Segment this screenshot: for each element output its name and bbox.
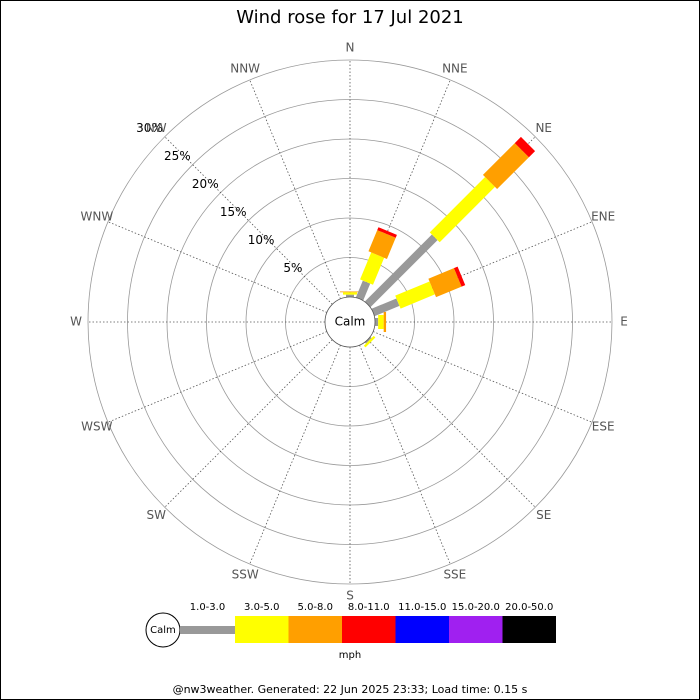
direction-label: E (620, 315, 628, 329)
spoke (249, 79, 341, 300)
direction-label: WSW (81, 419, 112, 433)
footer: @nw3weather. Generated: 22 Jun 2025 23:3… (173, 683, 528, 696)
spoke (164, 136, 333, 305)
legend-label: 3.0-5.0 (244, 602, 279, 613)
legend-swatch (288, 616, 342, 643)
petal-segment (375, 318, 379, 326)
spoke (107, 221, 328, 313)
legend-swatch (342, 616, 396, 643)
spoke (107, 331, 328, 423)
legend-swatch (502, 616, 556, 643)
r-tick-label: 15% (220, 205, 247, 219)
spoke (249, 344, 341, 565)
petal-segment (371, 298, 400, 317)
petal-segment (340, 291, 360, 293)
legend-swatch (395, 616, 449, 643)
direction-label: ESE (592, 419, 615, 433)
legend-label: 1.0-3.0 (190, 602, 225, 613)
direction-label: SSW (232, 568, 259, 582)
petal-segment (383, 312, 387, 332)
direction-label: NNW (230, 61, 260, 75)
petal-segment (343, 292, 357, 295)
direction-label: SSE (443, 568, 466, 582)
grid-ring (87, 59, 613, 585)
petal-segment (377, 227, 397, 238)
legend-label: 11.0-15.0 (398, 602, 446, 613)
direction-label: NE (535, 121, 552, 135)
petal-segment (429, 177, 495, 243)
legend-swatch (235, 616, 289, 643)
chart-title: Wind rose for 17 Jul 2021 (236, 7, 464, 28)
spoke (372, 331, 593, 423)
petal-segment (378, 315, 384, 329)
legend-swatch (180, 626, 235, 634)
direction-label: WNW (80, 210, 113, 224)
petal-segment (368, 230, 396, 259)
petal-segment (363, 335, 376, 348)
petal-segment (355, 280, 371, 301)
direction-label: W (70, 315, 82, 329)
spoke (164, 339, 333, 508)
direction-label: N (346, 41, 355, 55)
petal-segment (364, 336, 372, 344)
r-tick-label: 20% (192, 177, 219, 191)
r-tick-label: 5% (283, 261, 302, 275)
direction-label: S (346, 589, 354, 603)
spoke (359, 344, 451, 565)
grid-ring (245, 217, 455, 427)
calm-label: Calm (335, 315, 366, 329)
direction-label: NW (146, 121, 167, 135)
spoke (367, 339, 536, 508)
petal-segment (346, 294, 354, 297)
r-tick-label: 10% (248, 233, 275, 247)
legend-label: 8.0-11.0 (348, 602, 390, 613)
legend-swatch (449, 616, 503, 643)
legend-label: 20.0-50.0 (505, 602, 553, 613)
r-tick-label: 30% (136, 121, 163, 135)
direction-label: ENE (591, 210, 615, 224)
petal-segment (453, 266, 466, 287)
legend-label: 15.0-20.0 (452, 602, 500, 613)
petal-segment (514, 136, 536, 158)
petal-segment (364, 234, 438, 308)
r-tick-label: 25% (164, 149, 191, 163)
calm-circle (324, 296, 376, 348)
petal-segment (428, 268, 462, 298)
legend-label: 5.0-8.0 (298, 602, 333, 613)
legend-calm-label: Calm (150, 625, 176, 636)
petal-segment (360, 252, 385, 285)
direction-label: NNE (442, 61, 468, 75)
petal-segment (395, 281, 435, 309)
petal-segment (482, 143, 529, 190)
grid-ring (206, 178, 494, 466)
unit-label: mph (339, 650, 361, 661)
direction-label: SW (147, 508, 167, 522)
direction-label: SE (536, 508, 551, 522)
